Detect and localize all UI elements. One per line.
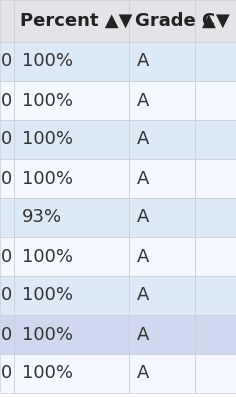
Bar	[195, 237, 236, 276]
Bar	[14, 237, 129, 276]
Bar	[0, 42, 14, 81]
Text: A: A	[137, 208, 149, 227]
Text: 100%: 100%	[22, 247, 73, 266]
Text: 0: 0	[1, 52, 12, 71]
Text: 0: 0	[1, 131, 12, 148]
Bar	[0, 237, 14, 276]
Bar	[129, 198, 195, 237]
Bar	[14, 354, 129, 393]
Bar	[14, 198, 129, 237]
Bar	[195, 276, 236, 315]
Bar	[0, 198, 14, 237]
Bar	[14, 120, 129, 159]
Bar	[14, 315, 129, 354]
Text: A: A	[137, 131, 149, 148]
Bar	[195, 120, 236, 159]
Text: 100%: 100%	[22, 52, 73, 71]
Text: 0: 0	[1, 364, 12, 382]
Bar	[14, 0, 129, 42]
Bar	[0, 315, 14, 354]
Bar	[0, 354, 14, 393]
Bar	[195, 0, 236, 42]
Bar	[129, 81, 195, 120]
Bar	[14, 81, 129, 120]
Text: 0: 0	[1, 91, 12, 110]
Bar	[129, 276, 195, 315]
Bar	[129, 315, 195, 354]
Text: 93%: 93%	[22, 208, 62, 227]
Bar	[129, 237, 195, 276]
Text: 0: 0	[1, 287, 12, 304]
Text: 0: 0	[1, 170, 12, 187]
Bar	[0, 0, 14, 42]
Text: 100%: 100%	[22, 170, 73, 187]
Text: Grade ▲▼: Grade ▲▼	[135, 12, 230, 30]
Bar	[0, 276, 14, 315]
Bar	[14, 42, 129, 81]
Bar	[195, 42, 236, 81]
Text: A: A	[137, 52, 149, 71]
Text: 100%: 100%	[22, 91, 73, 110]
Text: A: A	[137, 326, 149, 343]
Text: 0: 0	[1, 247, 12, 266]
Text: A: A	[137, 91, 149, 110]
Bar	[129, 0, 195, 42]
Bar	[195, 159, 236, 198]
Bar	[14, 276, 129, 315]
Text: 100%: 100%	[22, 326, 73, 343]
Bar	[14, 159, 129, 198]
Text: A: A	[137, 364, 149, 382]
Bar	[195, 354, 236, 393]
Bar	[195, 81, 236, 120]
Text: 100%: 100%	[22, 131, 73, 148]
Text: Percent ▲▼: Percent ▲▼	[20, 12, 132, 30]
Text: C: C	[201, 12, 214, 30]
Bar	[0, 159, 14, 198]
Text: 0: 0	[1, 326, 12, 343]
Bar	[195, 315, 236, 354]
Bar	[129, 354, 195, 393]
Text: A: A	[137, 170, 149, 187]
Bar	[0, 81, 14, 120]
Bar	[195, 198, 236, 237]
Bar	[0, 120, 14, 159]
Bar	[129, 159, 195, 198]
Text: 100%: 100%	[22, 364, 73, 382]
Text: A: A	[137, 287, 149, 304]
Text: A: A	[137, 247, 149, 266]
Bar	[129, 120, 195, 159]
Bar	[129, 42, 195, 81]
Text: 100%: 100%	[22, 287, 73, 304]
